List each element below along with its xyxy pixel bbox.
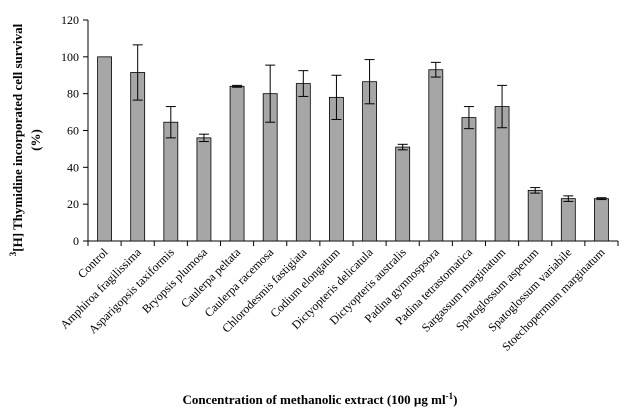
y-axis-title-text: [H] Thymidine incorporated cell survival: [10, 23, 25, 251]
y-tick-label: 0: [73, 234, 79, 248]
bar: [230, 86, 244, 241]
y-tick-label: 60: [67, 124, 79, 138]
bar: [396, 147, 410, 241]
bars: [98, 57, 609, 241]
x-axis-title-text: Concentration of methanolic extract (100…: [183, 392, 446, 407]
bar: [363, 82, 377, 241]
bar: [197, 138, 211, 241]
bar: [462, 118, 476, 241]
y-axis-title-unit: (%): [28, 129, 43, 151]
bar: [164, 122, 178, 241]
x-axis: [88, 241, 618, 246]
bar: [561, 199, 575, 241]
bar: [296, 84, 310, 241]
y-tick-label: 20: [67, 197, 79, 211]
bar: [528, 190, 542, 241]
x-axis-title-end: ): [453, 392, 457, 407]
y-tick-label: 120: [61, 13, 79, 27]
y-axis-title: 3[H] Thymidine incorporated cell surviva…: [8, 23, 25, 256]
bar: [594, 199, 608, 241]
y-tick-label: 40: [67, 160, 79, 174]
bar: [98, 57, 112, 241]
y-tick-label: 100: [61, 50, 79, 64]
y-ticks: 0 20 40 60 80 100 120: [61, 13, 88, 248]
y-tick-label: 80: [67, 87, 79, 101]
x-axis-title: Concentration of methanolic extract (100…: [183, 391, 458, 407]
bar: [429, 70, 443, 241]
